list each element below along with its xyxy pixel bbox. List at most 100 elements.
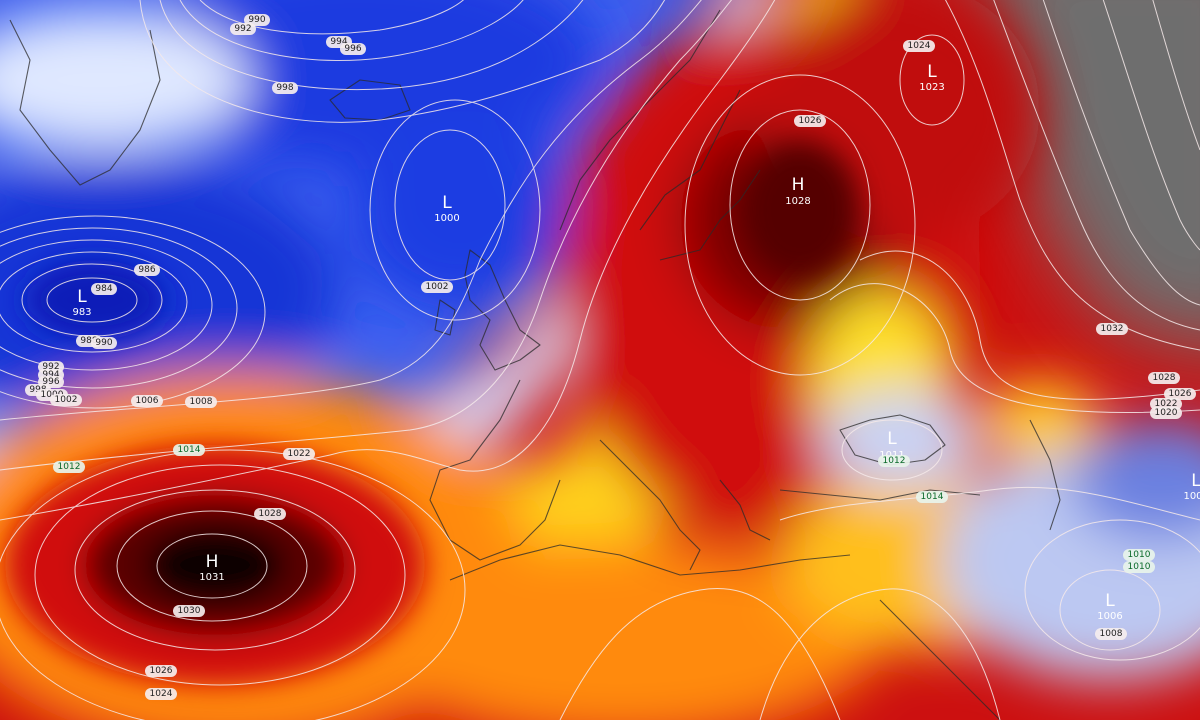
isobar-label-text: 1014 <box>921 492 944 502</box>
isobar-ring <box>0 251 188 353</box>
isobar-label: 1002 <box>421 281 453 293</box>
pressure-center-value: 100 <box>1183 491 1200 502</box>
isobar-label-text: 1010 <box>1128 562 1151 572</box>
isobar-line <box>779 486 1200 521</box>
isobar-line <box>1042 0 1200 306</box>
isobar-line <box>0 0 733 471</box>
isobar-label-text: 984 <box>95 284 112 294</box>
isobar-label-text: 996 <box>344 44 361 54</box>
isobar-label: 1014 <box>916 491 948 503</box>
isobar-label-pill <box>1123 561 1155 573</box>
isobar-label-text: 994 <box>42 370 59 380</box>
isobar-label-text: 990 <box>248 15 265 25</box>
isobar-label: 1024 <box>903 40 935 52</box>
sahara-orange <box>360 540 880 720</box>
isobar-ring <box>46 277 138 323</box>
isobar-label-text: 1022 <box>288 449 311 459</box>
isobar-line <box>139 0 666 123</box>
isobar-line <box>199 0 465 35</box>
isobar-label: 990 <box>244 14 270 26</box>
isobar-line <box>829 283 1200 413</box>
isobar-label-pill <box>421 281 453 293</box>
isobar-label-pill <box>134 264 160 276</box>
isobar-line <box>559 588 841 720</box>
isobar-label-text: 998 <box>29 385 46 395</box>
isobar-label-text: 1010 <box>1128 550 1151 560</box>
pressure-center-value: 1023 <box>919 82 944 93</box>
isobar-label: 984 <box>91 283 117 295</box>
isobar-label-text: 988 <box>80 336 97 346</box>
isobar-label-pill <box>1150 407 1182 419</box>
isobar-label-text: 996 <box>42 377 59 387</box>
isobar-label-pill <box>1095 628 1127 640</box>
west-low-core <box>25 260 165 340</box>
isobar-label: 996 <box>340 43 366 55</box>
isobar-label-text: 1006 <box>136 396 159 406</box>
isobar-label-pill <box>50 394 82 406</box>
isobar-label: 1012 <box>53 461 85 473</box>
pressure-center-value: 1000 <box>434 213 459 224</box>
isobar-label: 992 <box>230 23 256 35</box>
pressure-center-letter: L <box>927 62 937 82</box>
isobar-label-text: 1020 <box>1155 408 1178 418</box>
isobar-label: 1008 <box>1095 628 1127 640</box>
isobar-label-pill <box>1164 388 1196 400</box>
isobar-label: 986 <box>134 264 160 276</box>
isobar-ring <box>116 510 308 622</box>
isobar-label-text: 1012 <box>883 456 906 466</box>
isobar-label: 1032 <box>1096 323 1128 335</box>
isobar-ring <box>156 533 268 599</box>
isobar-line <box>1102 0 1200 251</box>
isobar-label-pill <box>903 40 935 52</box>
isobar-label-pill <box>53 461 85 473</box>
isobar-label-pill <box>173 605 205 617</box>
isobar-ring <box>0 239 213 371</box>
isobar-label-pill <box>173 444 205 456</box>
pressure-center-letter: L <box>1191 471 1200 491</box>
isobar-label: 1008 <box>185 396 217 408</box>
isobar-label-pill <box>1123 549 1155 561</box>
isobar-label: 1026 <box>794 115 826 127</box>
pressure-center-letter: L <box>77 287 87 307</box>
europe-core <box>740 140 860 280</box>
isobar-label: 1010 <box>1123 561 1155 573</box>
pressure-center-value: 1006 <box>1097 611 1122 622</box>
isobar-label-text: 1022 <box>1155 399 1178 409</box>
isobar-label: 1028 <box>1148 372 1180 384</box>
isobar-label-text: 986 <box>138 265 155 275</box>
coast-british-isles <box>434 249 541 371</box>
isobar-label-text: 1002 <box>426 282 449 292</box>
isobar-label-text: 1026 <box>150 666 173 676</box>
isobar-ring <box>1059 569 1161 651</box>
hot-atlantic-core <box>145 527 285 603</box>
coast-caspian <box>1029 419 1061 531</box>
isobar-label-text: 1030 <box>178 606 201 616</box>
isobar-line <box>993 0 1200 331</box>
isobar-label-text: 1026 <box>799 116 822 126</box>
coast-greece <box>719 479 771 541</box>
isobar-ring <box>841 419 943 481</box>
isobar-label-pill <box>131 395 163 407</box>
isobar-label-text: 1032 <box>1101 324 1124 334</box>
isobar-label: 1028 <box>254 508 286 520</box>
isobar-label: 1024 <box>145 688 177 700</box>
pressure-center-letter: L <box>887 429 897 449</box>
coast-iceland <box>329 79 411 121</box>
isobar-label: 1026 <box>1164 388 1196 400</box>
coast-sweden <box>639 89 741 231</box>
isobar-label-text: 998 <box>276 83 293 93</box>
isobar-label: 1020 <box>1150 407 1182 419</box>
isobar-label-pill <box>1148 372 1180 384</box>
coast-arabia <box>879 599 1001 720</box>
isobar-ring <box>0 215 266 409</box>
caspian-blue <box>1070 420 1200 540</box>
coast-north-africa <box>449 544 851 581</box>
isobar-label-pill <box>185 396 217 408</box>
isobar-label-text: 1024 <box>150 689 173 699</box>
isobar-label-text: 1002 <box>55 395 78 405</box>
isobar-label-text: 1028 <box>259 509 282 519</box>
pressure-center-letter: H <box>792 175 805 195</box>
isobar-label-pill <box>230 23 256 35</box>
